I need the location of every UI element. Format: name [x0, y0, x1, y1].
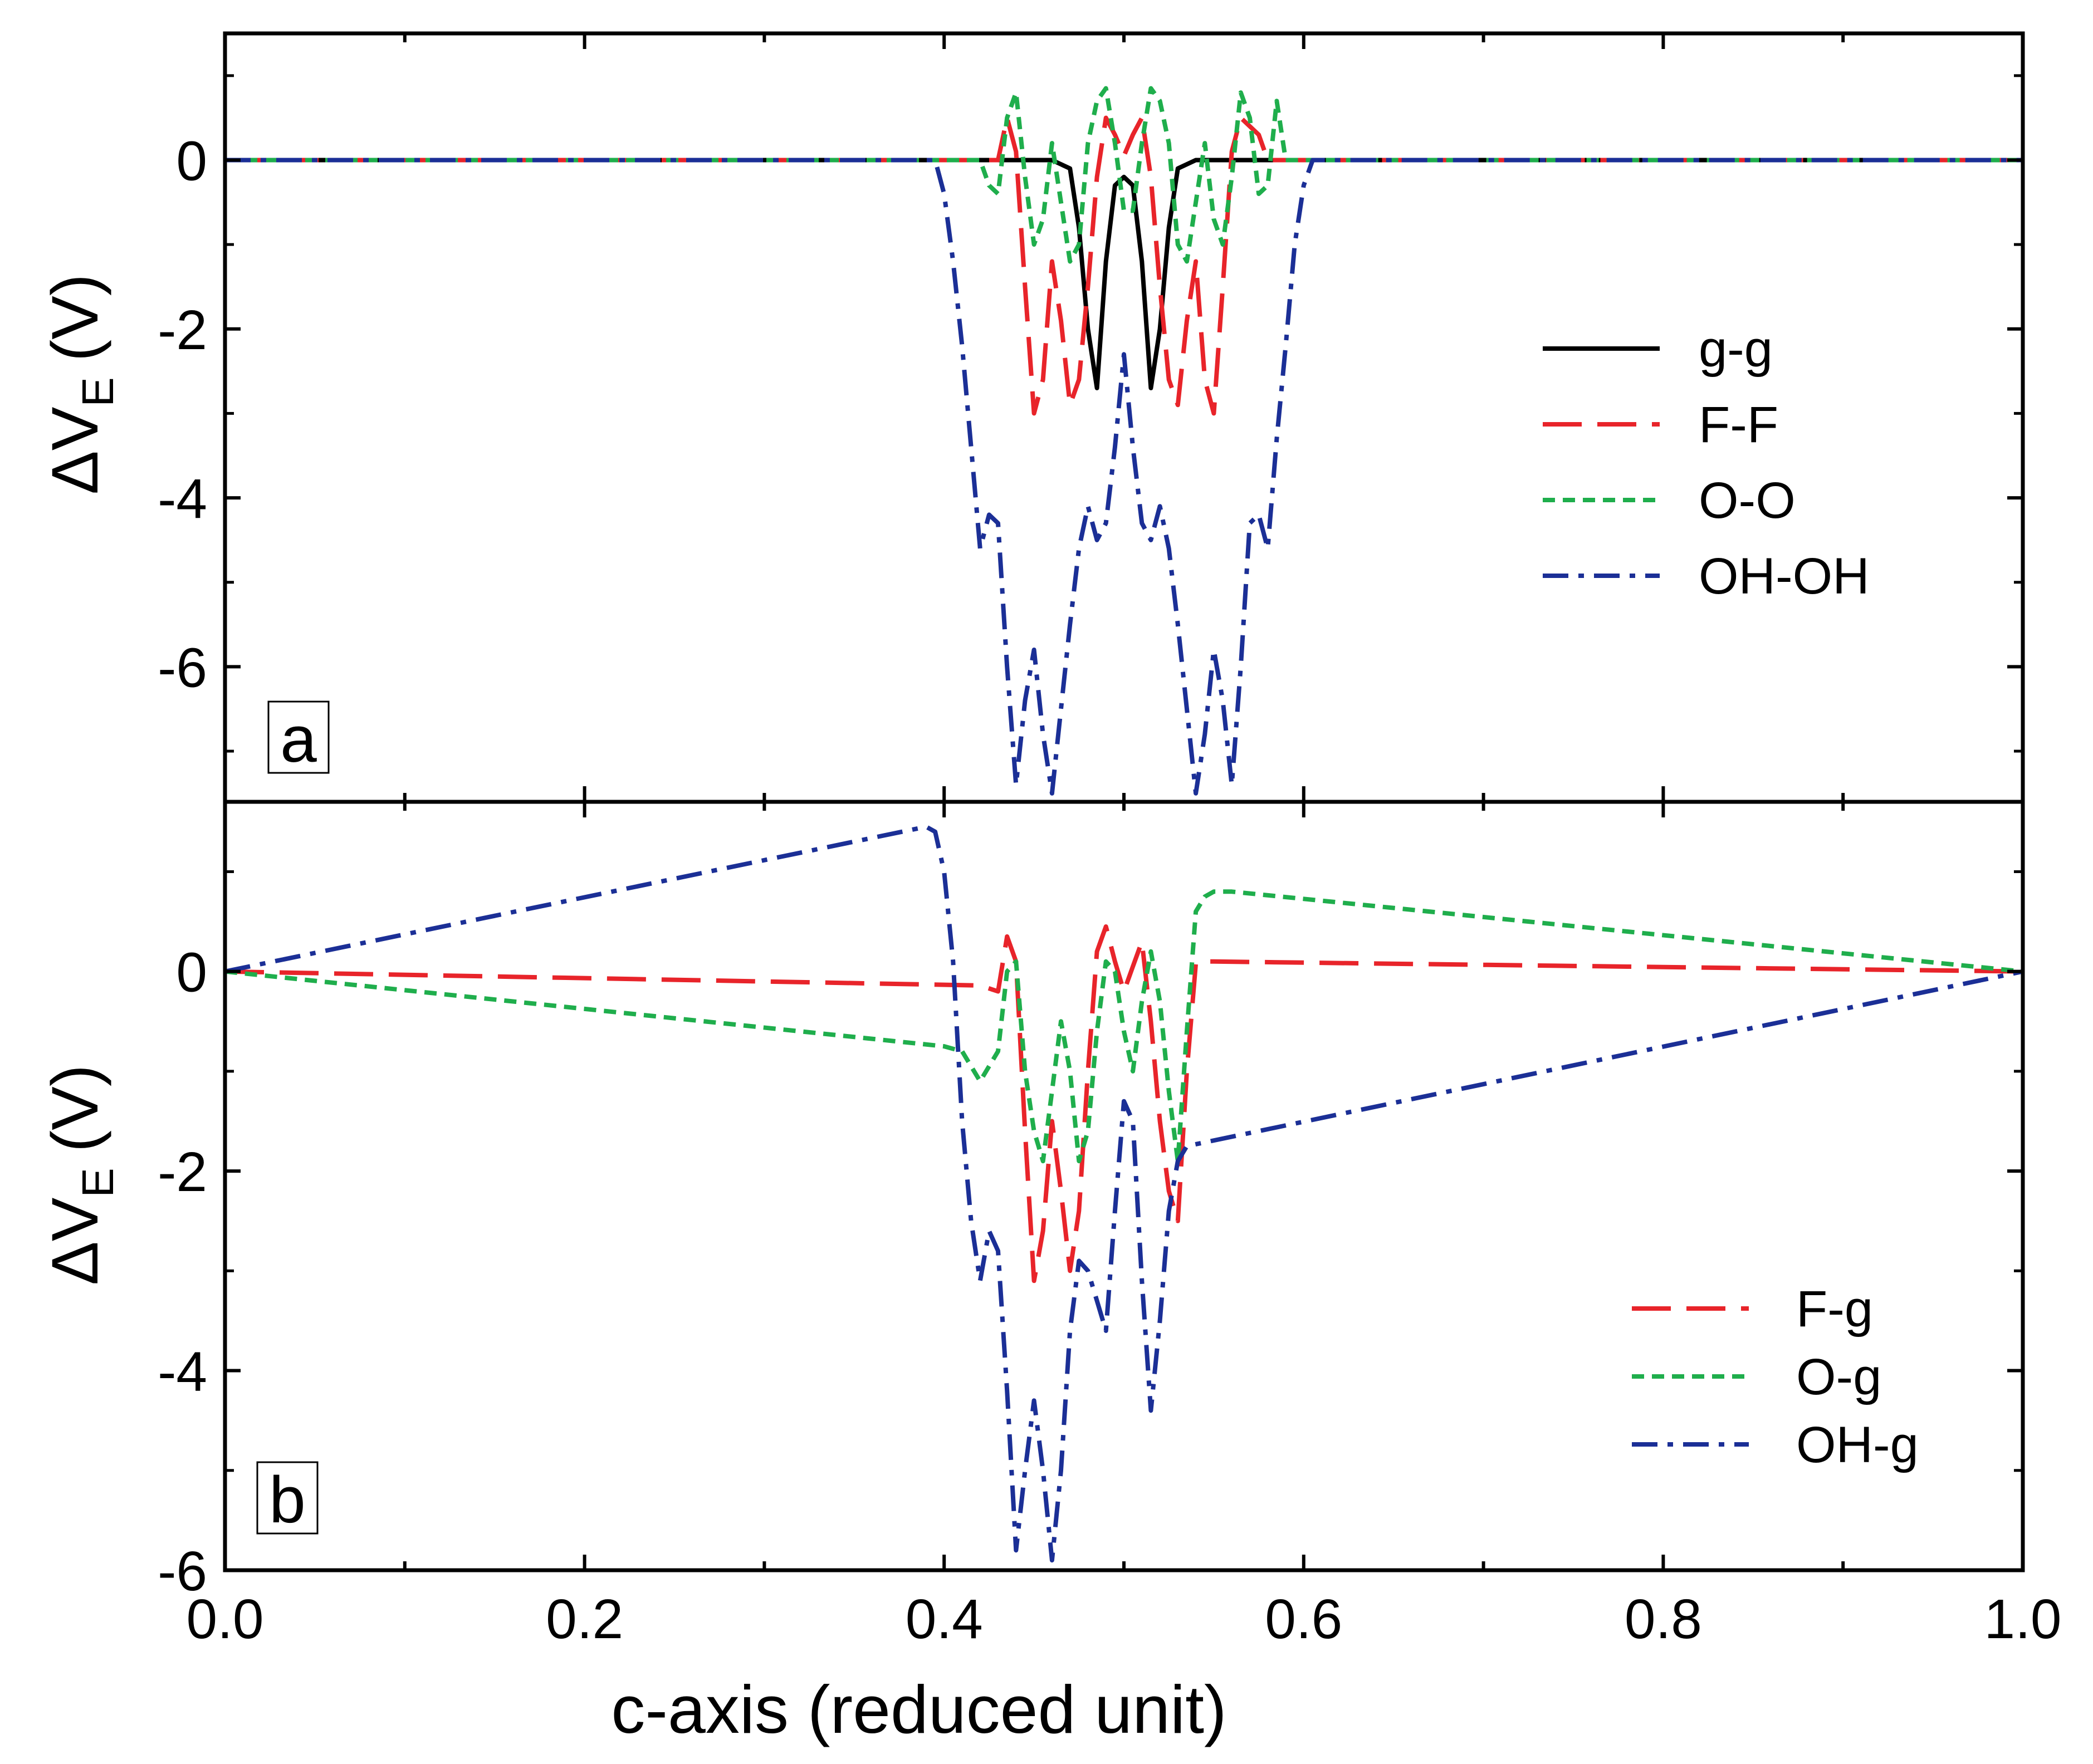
panel-b-legend: F-g O-g OH-g [1632, 1281, 1919, 1473]
series-line-o-g [225, 889, 2023, 1164]
svg-text:ΔVE(V): ΔVE (V) [38, 1065, 123, 1285]
series-line-f-f [225, 115, 2023, 416]
series-line-o-o [225, 86, 2023, 264]
y-tick-label: -4 [158, 468, 207, 530]
legend-label-oh-g: OH-g [1796, 1417, 1919, 1473]
svg-text:ΔVE(V): ΔVE (V) [38, 274, 123, 494]
panel-a-letter: a [280, 703, 317, 776]
x-tick-label: 1.0 [1984, 1588, 2061, 1650]
x-axis-title: c-axis (reduced unit) [611, 1672, 1226, 1747]
x-tick-label: 0.2 [546, 1588, 623, 1650]
legend-label-o-o: O-O [1699, 472, 1796, 529]
series-line-oh-g [225, 824, 2023, 1563]
x-tick-label: 0.6 [1265, 1588, 1342, 1650]
legend-label-oh-oh: OH-OH [1699, 548, 1870, 605]
panel-a-series [225, 86, 2023, 796]
y-tick-label: -4 [158, 1341, 207, 1403]
panel-b: 0 -2 -4 -6 ΔVE (V) b F-g O-g OH-g [38, 800, 2025, 1603]
legend-label-o-g: O-g [1796, 1349, 1881, 1405]
x-tick-label: 0.0 [186, 1588, 263, 1650]
panel-b-ylabel: ΔVE (V) [38, 1065, 123, 1285]
series-line-g-g [225, 158, 2023, 390]
x-tick-labels: 0.0 0.2 0.4 0.6 0.8 1.0 [186, 1588, 2061, 1650]
x-tick-label: 0.8 [1625, 1588, 1702, 1650]
panel-a-ylabel: ΔVE (V) [38, 274, 123, 494]
panel-a-legend: g-g F-F O-O OH-OH [1543, 321, 1870, 605]
y-tick-label: -6 [158, 636, 207, 699]
panel-b-series [225, 824, 2023, 1563]
panel-b-letter-box: b [256, 1461, 319, 1537]
legend-label-g-g: g-g [1699, 321, 1773, 378]
panel-b-ylabel-main: ΔV [38, 1197, 112, 1285]
panel-a-ylabel-sub: E [73, 377, 123, 406]
panel-a-letter-box: a [267, 700, 330, 776]
x-tick-label: 0.4 [906, 1588, 983, 1650]
legend-label-f-g: F-g [1796, 1281, 1873, 1337]
panel-b-ylabel-unit: (V) [38, 1065, 112, 1152]
panel-a-ylabel-main: ΔV [38, 406, 112, 494]
series-line-f-g [225, 924, 2023, 1283]
y-tick-label: -2 [158, 1141, 207, 1203]
panel-b-letter: b [269, 1463, 306, 1537]
legend-label-f-f: F-F [1699, 396, 1778, 453]
y-tick-label: -2 [158, 299, 207, 361]
panel-a-ylabel-unit: (V) [38, 274, 112, 361]
panel-b-ticks: 0 -2 -4 -6 [158, 802, 2024, 1603]
panel-a: 0 -2 -4 -6 ΔVE (V) a g-g F-F O-O OH-OH [38, 31, 2025, 804]
panel-b-ylabel-sub: E [73, 1168, 123, 1197]
y-tick-label: 0 [176, 130, 207, 192]
y-tick-label: 0 [176, 942, 207, 1004]
y-tick-label: -6 [158, 1540, 207, 1603]
panel-a-ticks: 0 -2 -4 -6 [158, 33, 2024, 802]
